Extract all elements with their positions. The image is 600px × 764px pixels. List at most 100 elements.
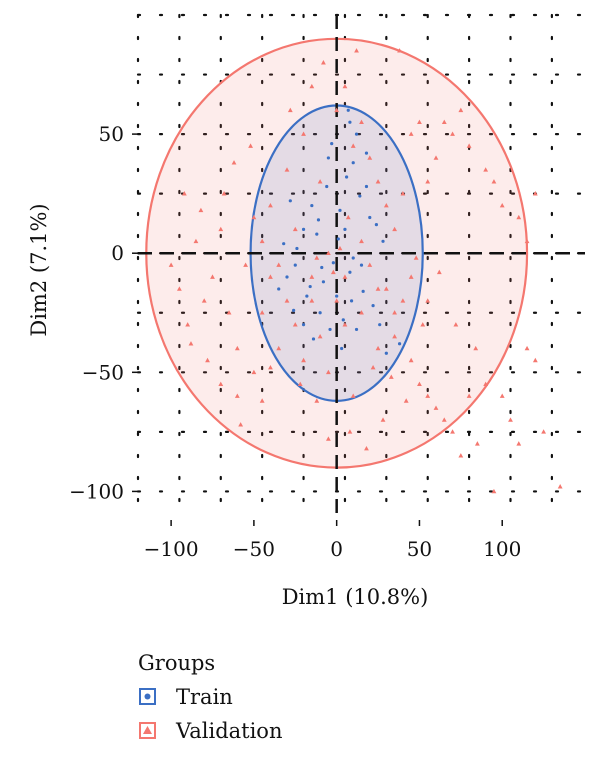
point-validation-17 bbox=[301, 357, 306, 363]
point-train-9 bbox=[359, 263, 364, 267]
point-validation-51 bbox=[317, 179, 323, 184]
grid bbox=[136, 13, 587, 522]
point-validation-108 bbox=[532, 191, 538, 196]
point-train-46 bbox=[336, 237, 340, 241]
point-validation-106 bbox=[325, 436, 331, 441]
point-validation-115 bbox=[420, 322, 426, 327]
legend-title: Groups bbox=[138, 651, 215, 675]
point-validation-61 bbox=[408, 131, 414, 136]
y-tick-label-2: 0 bbox=[111, 241, 124, 265]
point-validation-113 bbox=[297, 381, 303, 387]
point-validation-14 bbox=[276, 345, 282, 351]
point-validation-52 bbox=[334, 107, 340, 113]
point-validation-7 bbox=[243, 262, 249, 267]
point-validation-102 bbox=[347, 429, 353, 434]
point-validation-37 bbox=[483, 381, 489, 387]
axis-ticks: −100 −50 0 50 100 −100 −50 0 50 bbox=[69, 122, 521, 561]
point-validation-0 bbox=[201, 298, 207, 303]
point-train-10 bbox=[301, 323, 306, 327]
point-validation-120 bbox=[370, 364, 376, 370]
point-validation-23 bbox=[350, 393, 356, 398]
point-train-17 bbox=[335, 294, 339, 298]
point-validation-79 bbox=[342, 274, 348, 279]
point-validation-62 bbox=[417, 119, 422, 124]
point-train-15 bbox=[315, 232, 319, 236]
point-validation-42 bbox=[541, 429, 547, 434]
point-train-48 bbox=[397, 342, 402, 346]
x-tick-label-4: 100 bbox=[483, 537, 521, 561]
point-validation-110 bbox=[198, 207, 204, 213]
point-validation-116 bbox=[337, 245, 343, 251]
point-validation-69 bbox=[483, 167, 489, 172]
x-tick-label-3: 50 bbox=[407, 537, 432, 561]
point-validation-2 bbox=[218, 226, 224, 232]
point-validation-98 bbox=[205, 357, 210, 363]
point-train-33 bbox=[282, 242, 286, 246]
point-validation-93 bbox=[436, 269, 442, 275]
point-train-21 bbox=[325, 184, 329, 189]
x-axis-label: Dim1 (10.8%) bbox=[282, 585, 429, 609]
point-validation-54 bbox=[350, 143, 356, 148]
point-validation-114 bbox=[388, 374, 394, 379]
point-validation-56 bbox=[367, 155, 373, 160]
y-tick-label-3: 50 bbox=[99, 122, 124, 146]
point-validation-60 bbox=[400, 191, 406, 196]
legend-key-validation-triangle bbox=[143, 726, 152, 734]
point-train-42 bbox=[308, 284, 312, 289]
point-train-27 bbox=[361, 289, 365, 293]
point-train-13 bbox=[277, 287, 281, 291]
x-tick-label-2: 0 bbox=[330, 537, 343, 561]
point-validation-20 bbox=[325, 369, 331, 375]
point-validation-40 bbox=[524, 345, 530, 351]
x-tick-label-0: −100 bbox=[144, 537, 199, 561]
point-validation-111 bbox=[181, 191, 187, 196]
point-train-37 bbox=[301, 227, 306, 231]
point-validation-88 bbox=[309, 83, 315, 89]
point-validation-30 bbox=[408, 357, 414, 363]
legend-label-train: Train bbox=[176, 685, 233, 709]
point-validation-10 bbox=[234, 393, 240, 398]
point-validation-72 bbox=[516, 214, 522, 220]
point-validation-43 bbox=[491, 488, 497, 494]
point-validation-87 bbox=[397, 48, 402, 53]
point-validation-112 bbox=[268, 364, 273, 370]
point-validation-38 bbox=[499, 393, 505, 398]
point-validation-59 bbox=[392, 226, 398, 232]
point-validation-82 bbox=[392, 310, 398, 315]
point-validation-35 bbox=[450, 429, 455, 434]
point-validation-67 bbox=[458, 107, 464, 113]
point-validation-97 bbox=[188, 341, 194, 346]
point-validation-84 bbox=[425, 298, 431, 303]
point-train-3 bbox=[310, 203, 314, 208]
point-train-26 bbox=[345, 175, 349, 179]
point-validation-16 bbox=[292, 322, 298, 327]
point-train-36 bbox=[341, 318, 345, 322]
point-validation-33 bbox=[433, 405, 439, 410]
point-validation-105 bbox=[364, 445, 369, 451]
point-validation-73 bbox=[251, 214, 257, 220]
point-validation-66 bbox=[450, 131, 455, 136]
point-validation-68 bbox=[466, 143, 472, 148]
point-validation-103 bbox=[380, 417, 386, 422]
point-train-0 bbox=[326, 156, 330, 160]
point-train-12 bbox=[368, 215, 372, 220]
point-train-38 bbox=[384, 351, 388, 355]
point-train-43 bbox=[349, 299, 354, 303]
point-validation-24 bbox=[359, 310, 364, 315]
point-validation-63 bbox=[425, 179, 431, 184]
zero-lines bbox=[138, 15, 585, 520]
point-validation-44 bbox=[557, 484, 563, 489]
point-validation-12 bbox=[268, 274, 273, 279]
point-validation-101 bbox=[314, 398, 320, 403]
point-validation-85 bbox=[321, 60, 326, 65]
point-validation-50 bbox=[301, 131, 306, 136]
point-validation-36 bbox=[466, 393, 472, 398]
point-train-29 bbox=[338, 208, 342, 212]
point-validation-34 bbox=[441, 417, 447, 422]
point-validation-32 bbox=[425, 393, 431, 398]
point-validation-48 bbox=[268, 202, 273, 208]
point-train-2 bbox=[354, 132, 359, 136]
point-validation-31 bbox=[417, 381, 422, 387]
point-train-30 bbox=[351, 256, 355, 260]
point-validation-64 bbox=[433, 155, 439, 160]
